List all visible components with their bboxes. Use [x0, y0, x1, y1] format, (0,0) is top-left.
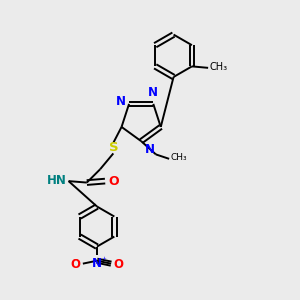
Text: ⁺: ⁺: [101, 256, 106, 265]
Text: N: N: [92, 257, 102, 270]
Text: N: N: [116, 95, 125, 108]
Text: O: O: [113, 258, 124, 271]
Text: S: S: [109, 141, 118, 154]
Text: CH₃: CH₃: [171, 153, 187, 162]
Text: ⁻: ⁻: [72, 257, 77, 267]
Text: N: N: [148, 85, 158, 99]
Text: O: O: [108, 175, 119, 188]
Text: O: O: [70, 258, 80, 271]
Text: HN: HN: [47, 174, 67, 187]
Text: N: N: [145, 142, 155, 156]
Text: CH₃: CH₃: [210, 62, 228, 72]
